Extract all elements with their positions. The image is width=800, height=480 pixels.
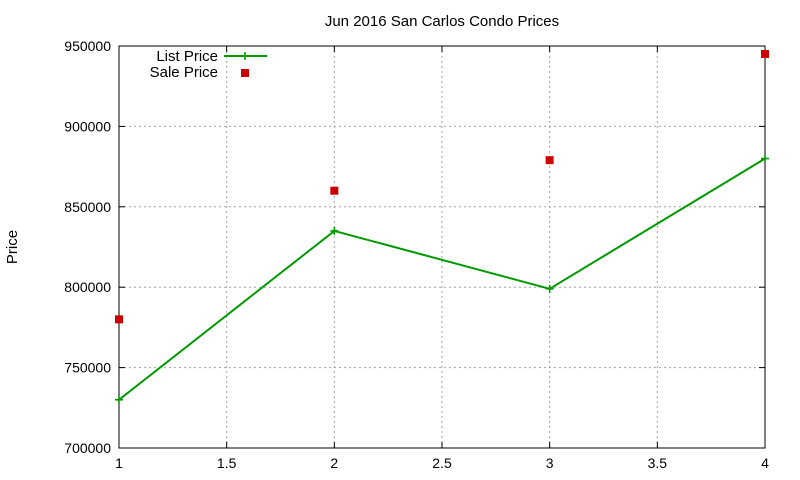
y-tick-label: 900000 [64,118,111,134]
x-tick-label: 4 [761,455,769,471]
legend-item-sale-price: Sale Price [150,64,249,81]
grid [119,46,765,448]
data-point-sale-price [115,315,123,324]
series-sale-price [115,50,769,324]
data-point-sale-price [545,156,554,165]
series-line-list-price [118,157,766,401]
y-tick-label: 800000 [64,279,111,295]
series-list-price [115,154,769,404]
data-point-sale-price [761,50,769,59]
x-tick-label: 2 [330,455,338,471]
series [115,50,769,404]
y-tick-label: 850000 [64,199,111,215]
y-tick-label: 750000 [64,360,111,376]
x-tick-label: 1.5 [217,455,237,471]
data-point-list-price [330,226,339,235]
y-tick-label: 700000 [64,440,111,456]
y-axis-label: Price [4,230,21,264]
legend-swatch-marker [241,69,249,77]
legend-item-list-price: List Price [156,48,267,65]
legend-label: Sale Price [150,64,218,81]
x-tick-label: 1 [115,455,123,471]
y-tick-label: 950000 [64,38,111,54]
data-point-list-price [761,154,769,163]
x-tick-label: 3.5 [648,455,668,471]
legend-swatch-marker [241,52,249,60]
x-tick-label: 2.5 [432,455,452,471]
chart-title: Jun 2016 San Carlos Condo Prices [325,13,559,30]
legend-label: List Price [156,48,218,65]
data-point-sale-price [330,186,339,195]
axis-ticks: 700000 750000 800000 850000 900000 950000 1 1.5… [64,38,769,471]
data-point-list-price [545,284,554,293]
data-point-list-price [115,395,123,404]
x-tick-label: 3 [546,455,554,471]
